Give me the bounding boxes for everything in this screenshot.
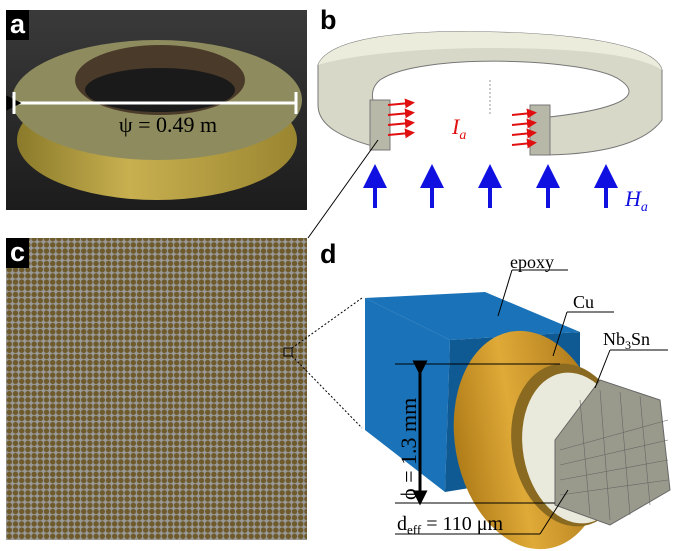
nb3sn-label: Nb3Sn	[603, 329, 650, 352]
epoxy-label: epoxy	[510, 252, 554, 272]
panel-d-strand-model: ϕ = 1.3 mm epoxy Cu Nb3Sn deff = 110 μm	[365, 252, 671, 550]
cu-label: Cu	[573, 292, 594, 312]
current-label: Ia	[451, 114, 466, 143]
filament-diameter-label: deff = 110 μm	[397, 513, 503, 537]
diameter-annotation: ψ = 0.49 m	[119, 112, 217, 137]
panel-label-d: d	[320, 239, 337, 269]
field-label: Ha	[624, 186, 648, 215]
zoom-connector-bottom	[291, 355, 363, 429]
zoom-box	[283, 347, 293, 357]
panel-a-photo: ψ = 0.49 m	[6, 10, 307, 210]
panel-label-b: b	[320, 5, 337, 35]
strand-diameter-label: ϕ = 1.3 mm	[396, 398, 421, 500]
panel-label-c: c	[6, 238, 30, 268]
zoom-connector-b-c	[307, 139, 379, 239]
panel-c-cross-section	[6, 238, 307, 540]
current-arrows	[387, 98, 537, 149]
panel-label-a: a	[6, 10, 30, 40]
panel-b-ring-diagram: Ia Ha	[317, 31, 663, 215]
field-arrows	[363, 164, 618, 208]
